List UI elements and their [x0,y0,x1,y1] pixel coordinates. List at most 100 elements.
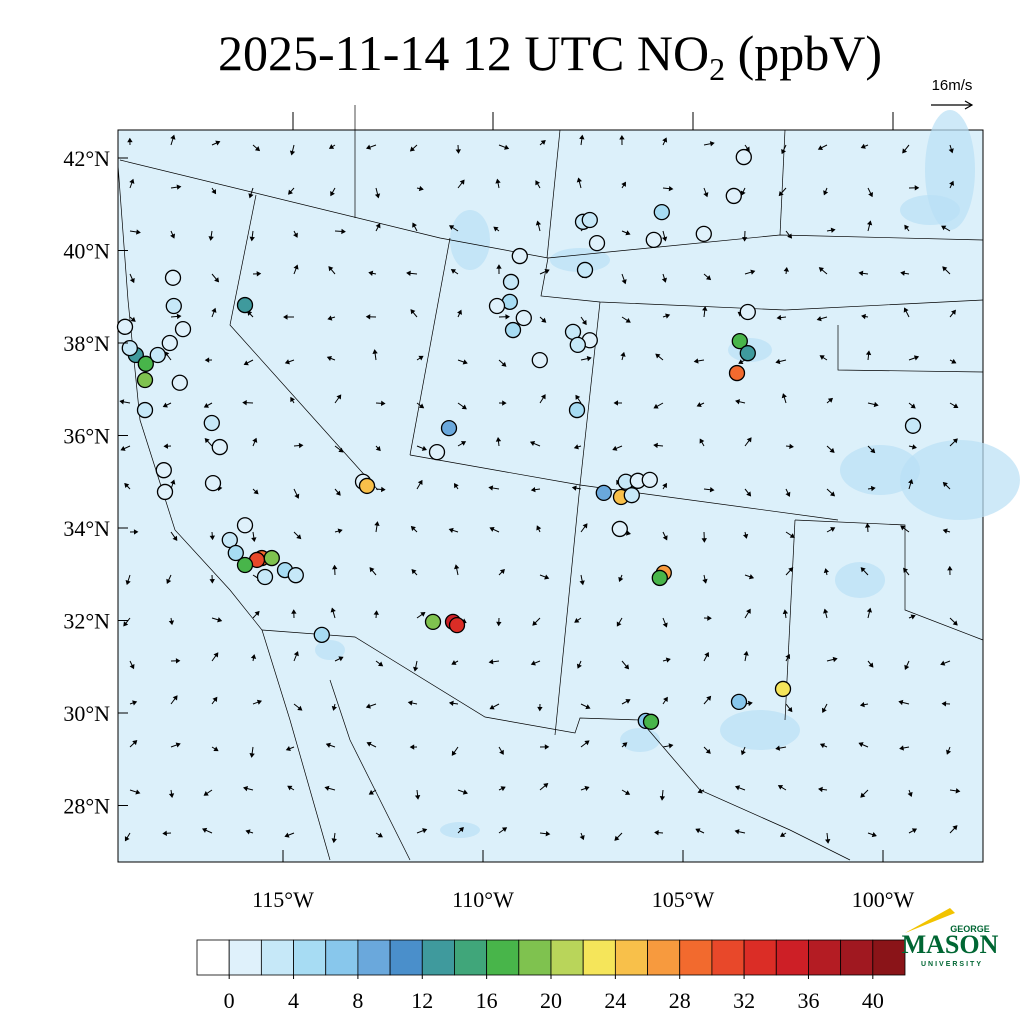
colorbar-box [840,939,874,976]
axes: 42°N 40°N 38°N 36°N 34°N 32°N 30°N 28°N 115°W 110… [63,112,915,912]
wind-arrow-head [706,695,712,701]
wind-arrow-head [584,740,590,746]
wind-arrow-head [585,704,591,710]
wind-arrow-head [203,402,209,408]
wind-arrow [744,488,752,497]
wind-arrow [908,828,918,834]
wind-arrow-head [709,487,715,493]
logo-swoosh [905,908,955,933]
wind-arrow-head [625,230,631,236]
wind-arrow-head [454,564,460,570]
wind-arrow-head [537,706,543,712]
station [203,414,220,432]
wind-arrow [365,314,377,320]
wind-arrow-head [284,359,290,365]
wind-arrow [252,271,262,277]
wind-arrow [293,230,298,238]
wind-arrow-head [622,742,628,748]
wind-arrow [777,785,787,791]
wind-arrow-head [782,609,789,615]
wind-arrow [327,315,336,321]
station [171,374,188,391]
wind-arrow-head [451,750,457,756]
colorbar-label: 4 [288,988,299,1013]
wind-arrow [170,742,181,748]
wind-arrow-head [129,664,135,670]
wind-arrow-head [421,445,427,451]
wind-arrow [821,703,828,713]
wind-arrow [498,786,506,792]
wind-arrow [168,789,175,799]
wind-arrow-head [251,537,257,543]
wind-arrow [826,656,838,663]
station [730,693,748,711]
wind-arrow [290,396,295,404]
wind-arrow-head [693,358,699,364]
wind-arrow [775,745,787,751]
wind-arrow-head [365,314,371,320]
concentration-patch [620,728,660,752]
colorbar-box [550,939,584,976]
wind-arrow-head [662,622,668,628]
wind-arrow-head [123,621,129,627]
concentration-patch [835,562,885,598]
wind-arrow [373,610,379,619]
wind-arrow-head [204,357,210,363]
wind-arrow [375,400,386,406]
wind-arrow-head [502,400,507,406]
wind-arrow [613,400,623,406]
wind-arrow-head [489,704,495,710]
wind-arrow [621,181,626,189]
wind-arrow [331,703,337,711]
wind-arrow [539,574,550,580]
wind-arrow-head [204,437,210,444]
wind-arrow [332,564,338,576]
colorbar-box [743,939,777,976]
wind-arrow [740,746,746,756]
wind-arrow [662,185,674,192]
wind-arrow-head [373,610,379,615]
wind-arrow-head [662,137,668,143]
wind-arrow [867,660,874,668]
wind-arrow-head [582,523,588,529]
colorbar-label: 36 [797,988,819,1013]
wind-arrow-head [735,399,741,405]
wind-arrow-head [818,786,823,793]
wind-arrow-head [410,525,416,531]
wind-arrow-head [380,486,386,493]
wind-arrow [947,565,953,576]
wind-arrow-head [661,277,667,283]
wind-arrow [903,307,910,318]
colorbar: 0 4 8 12 16 20 24 28 32 36 40 [196,939,906,1013]
wind-arrow-head [328,144,335,149]
title-main: 2025-11-14 12 UTC NO [218,25,709,81]
wind-arrow-head [420,612,426,617]
wind-arrow [365,703,377,709]
wind-arrow-head [699,438,705,444]
wind-arrow [162,830,172,836]
wind-arrow-head [709,141,715,147]
wind-arrow-head [501,361,507,367]
wind-arrow [826,445,835,453]
wind-arrow-head [411,569,417,575]
boundaries [117,105,984,861]
wind-arrow-head [955,788,961,794]
wind-arrow-head [460,441,467,446]
wind-arrow-head [662,535,668,541]
lat-label: 40°N [63,239,110,264]
wind-arrow [662,696,668,705]
wind-arrow-head [734,785,741,791]
wind-arrow [826,488,836,497]
wind-arrow-head [505,314,510,320]
wind-arrow-head [941,701,947,707]
wind-arrow-head [214,277,220,283]
wind-arrow-head [819,743,826,749]
wind-arrow [703,273,712,281]
wind-arrow [826,227,836,233]
wind-arrow-head [448,527,454,533]
station [739,303,756,321]
wind-arrow-head [734,829,740,835]
wind-arrow [170,134,176,146]
station [256,568,274,586]
wind-arrow [621,789,631,795]
